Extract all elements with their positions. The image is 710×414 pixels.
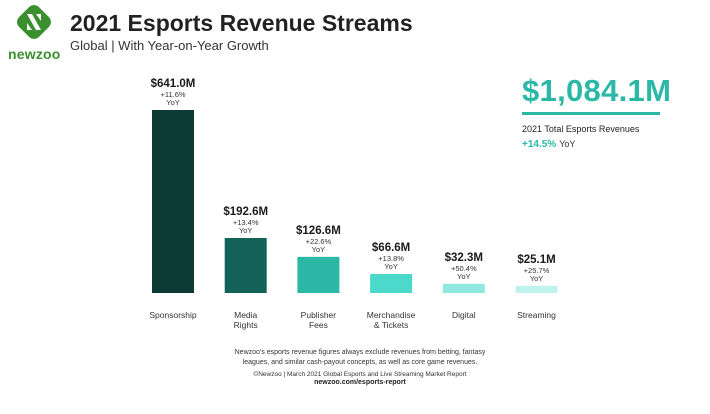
newzoo-logo: newzoo	[8, 4, 60, 66]
chart-subtitle: Global | With Year-on-Year Growth	[70, 38, 269, 53]
footnote-line-1: Newzoo's esports revenue figures always …	[234, 349, 486, 356]
growth-unit-label-publisher-fees: YoY	[312, 245, 326, 254]
logo-wordmark: newzoo	[8, 46, 61, 62]
footnote-line-2: leagues, and similar cash-payout concept…	[242, 359, 478, 366]
growth-unit-label-digital: YoY	[457, 272, 471, 281]
total-revenue-callout: $1,084.1M 2021 Total Esports Revenues +1…	[522, 74, 692, 150]
category-label-merchandise-tickets-line-2: & Tickets	[374, 320, 408, 330]
value-label-merchandise-tickets: $66.6M	[372, 242, 410, 254]
value-label-digital: $32.3M	[445, 252, 483, 264]
total-revenue-label: 2021 Total Esports Revenues	[522, 124, 640, 134]
category-label-digital: Digital	[452, 310, 476, 320]
total-growth-percent: +14.5%	[522, 139, 557, 150]
value-label-publisher-fees: $126.6M	[296, 225, 341, 237]
growth-unit-label-media-rights: YoY	[239, 226, 253, 235]
bar-publisher-fees	[297, 256, 340, 293]
bar-merchandise-tickets	[370, 273, 413, 293]
report-url[interactable]: newzoo.com/esports-report	[314, 379, 406, 386]
source-credit: ©Newzoo | March 2021 Global Esports and …	[253, 371, 467, 378]
category-label-merchandise-tickets: Merchandise	[367, 310, 416, 320]
category-label-sponsorship: Sponsorship	[149, 310, 197, 320]
category-label-streaming: Streaming	[517, 310, 556, 320]
growth-label-digital: +50.4%	[451, 264, 477, 273]
bar-media-rights	[224, 238, 267, 293]
growth-label-publisher-fees: +22.6%	[306, 237, 332, 246]
growth-label-streaming: +25.7%	[524, 266, 550, 275]
total-growth-unit: YoY	[559, 139, 576, 149]
footnote: Newzoo's esports revenue figures always …	[200, 348, 520, 368]
total-revenue-value: $1,084.1M	[522, 73, 672, 108]
newzoo-logo-icon	[17, 5, 51, 39]
value-label-streaming: $25.1M	[517, 254, 555, 266]
bar-sponsorship	[152, 110, 194, 293]
value-label-sponsorship: $641.0M	[151, 78, 196, 90]
value-label-media-rights: $192.6M	[223, 206, 268, 218]
growth-label-sponsorship: +11.6%	[160, 90, 185, 99]
growth-label-media-rights: +13.4%	[233, 218, 259, 227]
category-label-media-rights-line-2: Rights	[234, 320, 258, 330]
total-revenue-growth: +14.5% YoY	[522, 139, 692, 150]
category-label-media-rights: Media	[234, 310, 257, 320]
bar-streaming	[515, 285, 558, 293]
category-label-publisher-fees-line-2: Fees	[309, 320, 328, 330]
bar-digital	[442, 283, 485, 293]
growth-unit-label-sponsorship: YoY	[166, 98, 180, 107]
growth-unit-label-streaming: YoY	[530, 274, 544, 283]
chart-title: 2021 Esports Revenue Streams	[70, 10, 413, 36]
growth-label-merchandise-tickets: +13.8%	[378, 254, 404, 263]
category-label-publisher-fees: Publisher	[301, 310, 337, 320]
total-revenue-rule	[522, 112, 660, 115]
growth-unit-label-merchandise-tickets: YoY	[384, 262, 398, 271]
